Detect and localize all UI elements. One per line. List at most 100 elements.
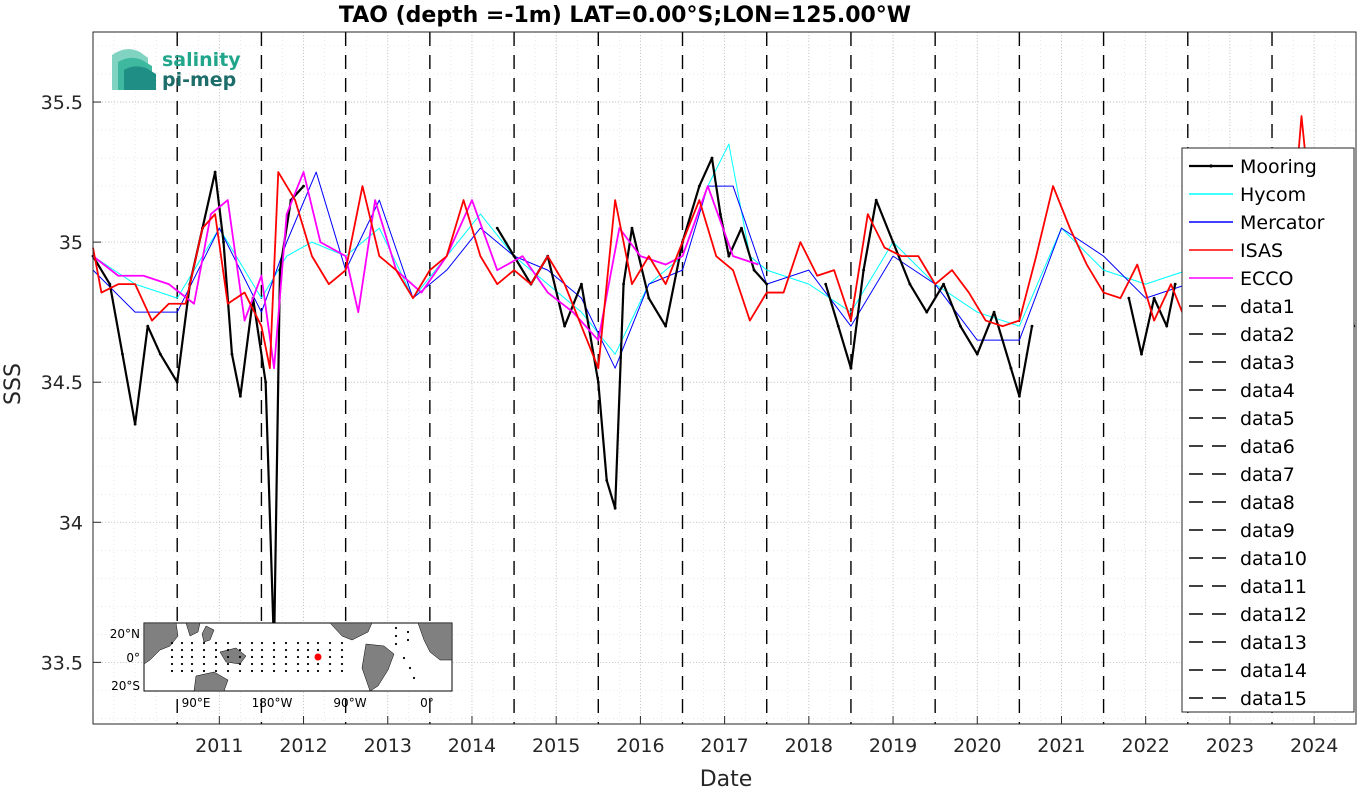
map-station-marker [226,662,230,666]
map-station-marker [250,648,254,652]
legend-item-data15: data15 [1189,688,1307,710]
mooring-data-point [740,226,743,230]
mooring-data-point [765,282,769,286]
map-station-marker [202,655,206,659]
legend-item-data8: data8 [1189,492,1295,514]
mooring-data-point [836,324,840,328]
y-axis-label: SSS [1,363,26,405]
legend-label: data6 [1240,436,1295,458]
map-station-marker [180,655,184,659]
x-tick-label: 2015 [532,735,580,757]
mooring-data-point [1173,282,1177,286]
legend-item-data3: data3 [1189,352,1295,374]
y-tick-label: 34.5 [41,372,83,394]
mooring-data-point [146,324,150,328]
map-station-marker [202,641,206,645]
x-tick-label: 2019 [869,735,917,757]
x-tick-label: 2017 [700,735,748,757]
map-station-marker [306,655,310,659]
map-station-marker [250,655,254,659]
mooring-data-point [1127,296,1131,300]
mooring-data-point [975,352,979,356]
map-station-marker [180,648,184,652]
x-tick-label: 2016 [616,735,664,757]
mooring-data-point [622,282,625,286]
map-station-marker [238,648,242,652]
legend-item-isas: ISAS [1189,240,1283,262]
mooring-data-point [647,296,651,300]
legend-label: Mercator [1240,212,1325,234]
map-station-marker [226,648,230,652]
legend-label: data1 [1240,296,1295,318]
mooring-data-point [908,282,912,286]
legend-item-data10: data10 [1189,548,1307,570]
mooring-data-point [596,380,600,384]
map-station-marker [238,655,242,659]
map-station-marker [296,648,300,652]
mooring-data-point [175,380,179,384]
legend-item-mercator: Mercator [1189,212,1325,234]
map-station-marker [170,648,174,652]
legend-label: Mooring [1240,156,1317,178]
legend-label: data2 [1240,324,1295,346]
map-station-marker [250,669,254,673]
mooring-data-point [613,506,617,510]
mooring-data-point [959,324,962,328]
map-station-marker [238,641,242,645]
map-lat-label-0: 0° [126,651,140,665]
x-tick-label: 2020 [953,735,1001,757]
mooring-data-point [238,394,242,398]
map-station-marker [260,641,264,645]
inset-map-stations [170,626,416,680]
legend-label: data11 [1240,576,1307,598]
map-lat-label-20n: 20°N [110,627,140,641]
mooring-data-point [264,380,268,384]
mooring-data-point [727,254,731,258]
mooring-data-point [133,422,137,426]
x-tick-label: 2011 [195,735,243,757]
map-lon-label-90e: 90°E [182,696,211,710]
legend-item-data14: data14 [1189,660,1307,682]
y-tick-label: 33.5 [41,652,83,674]
map-station-marker [328,641,332,645]
mooring-data-point [278,268,282,272]
map-station-marker [284,662,288,666]
x-tick-label: 2023 [1206,735,1254,757]
map-station-marker [284,641,288,645]
legend-item-data4: data4 [1189,380,1295,402]
legend-label: data3 [1240,352,1295,374]
legend-item-data11: data11 [1189,576,1307,598]
map-station-marker [406,638,410,642]
map-station-marker [190,662,194,666]
map-lat-label-20s: 20°S [111,679,140,693]
selected-station-marker [314,653,322,661]
map-station-marker [180,669,184,673]
map-station-marker [226,669,230,673]
mooring-data-point [495,226,499,230]
legend-label: data5 [1240,408,1295,430]
map-station-marker [250,641,254,645]
map-station-marker [340,648,344,652]
legend-item-hycom: Hycom [1189,184,1306,206]
map-station-marker [316,669,320,673]
x-tick-label: 2022 [1122,735,1170,757]
map-station-marker [260,655,264,659]
legend-label: data14 [1240,660,1307,682]
legend-label: data9 [1240,520,1295,542]
mooring-data-point [891,240,895,244]
y-tick-label: 34 [59,512,83,534]
salinity-pi-mep-logo: salinity pi-mep [112,49,241,91]
y-axis: 33.5 34 34.5 35 35.5 [41,92,101,674]
map-station-marker [340,641,344,645]
map-station-marker [340,662,344,666]
map-station-marker [316,641,320,645]
map-station-marker [214,648,218,652]
series-line-isas [92,115,1316,370]
wave-logo-icon [112,49,156,90]
x-tick-label: 2014 [448,735,496,757]
map-station-marker [260,648,264,652]
legend-item-data13: data13 [1189,632,1307,654]
mooring-data-point [158,352,162,356]
mooring-data-point [222,240,225,244]
